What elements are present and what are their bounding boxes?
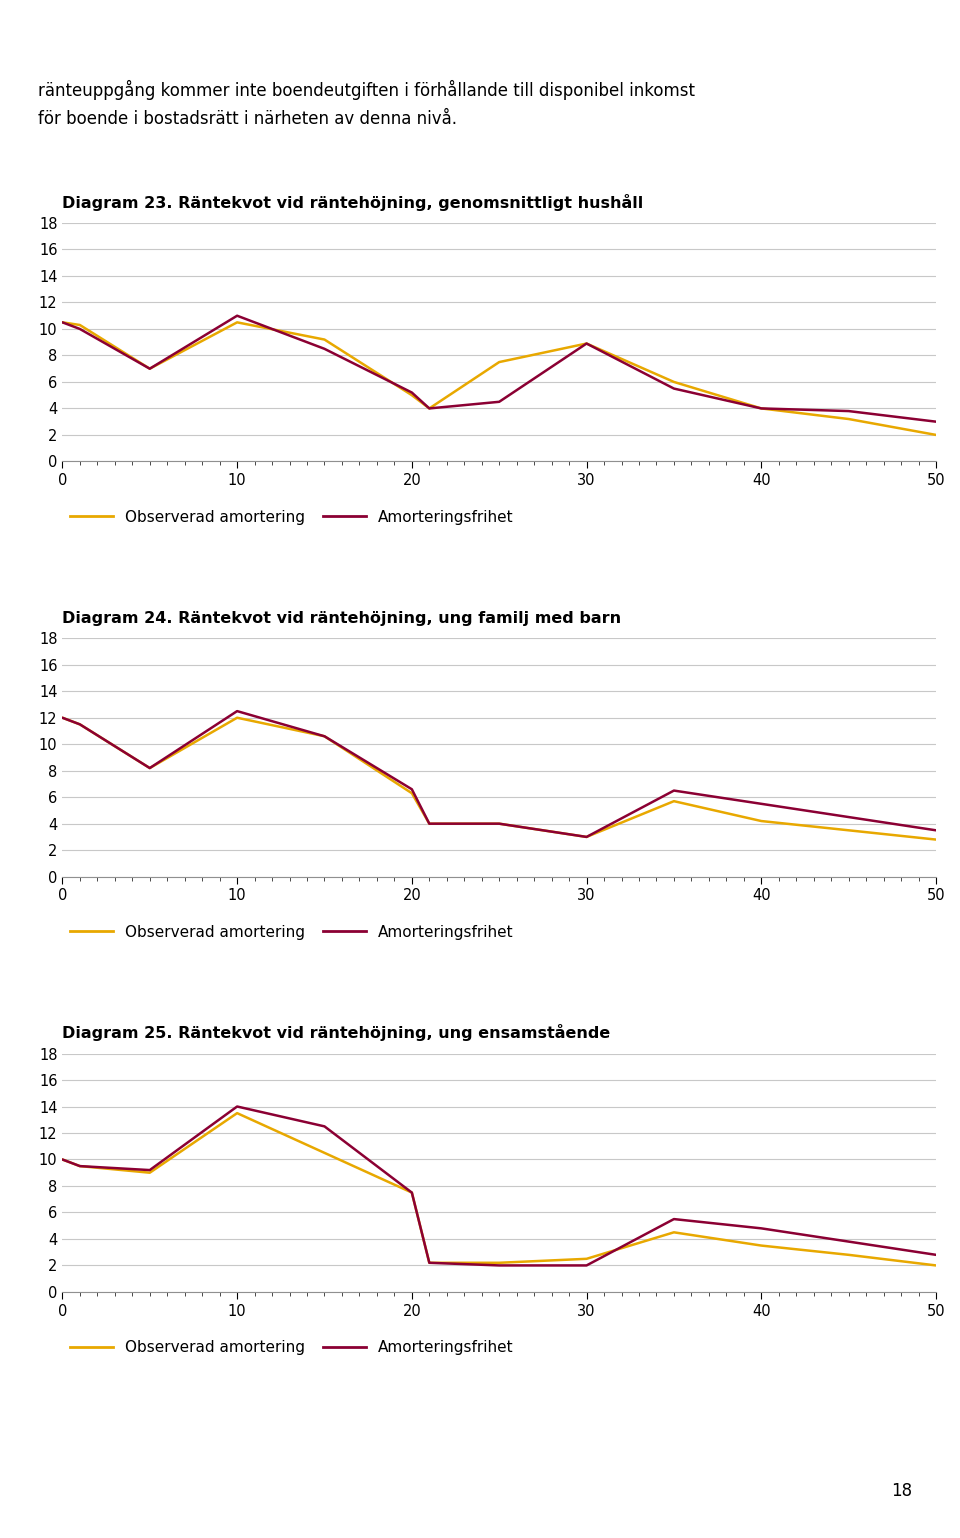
Text: för boende i bostadsrätt i närheten av denna nivå.: för boende i bostadsrätt i närheten av d… (38, 111, 457, 128)
Text: ränteuppgång kommer inte boendeutgiften i förhållande till disponibel inkomst: ränteuppgång kommer inte boendeutgiften … (38, 80, 695, 100)
Legend: Observerad amortering, Amorteringsfrihet: Observerad amortering, Amorteringsfrihet (70, 924, 514, 940)
Text: 18: 18 (891, 1481, 912, 1500)
Text: Diagram 24. Räntekvot vid räntehöjning, ung familj med barn: Diagram 24. Räntekvot vid räntehöjning, … (62, 611, 621, 626)
Text: Diagram 25. Räntekvot vid räntehöjning, ung ensamstående: Diagram 25. Räntekvot vid räntehöjning, … (62, 1024, 611, 1041)
Legend: Observerad amortering, Amorteringsfrihet: Observerad amortering, Amorteringsfrihet (70, 1340, 514, 1355)
Text: Diagram 23. Räntekvot vid räntehöjning, genomsnittligt hushåll: Diagram 23. Räntekvot vid räntehöjning, … (62, 194, 643, 211)
Legend: Observerad amortering, Amorteringsfrihet: Observerad amortering, Amorteringsfrihet (70, 509, 514, 524)
